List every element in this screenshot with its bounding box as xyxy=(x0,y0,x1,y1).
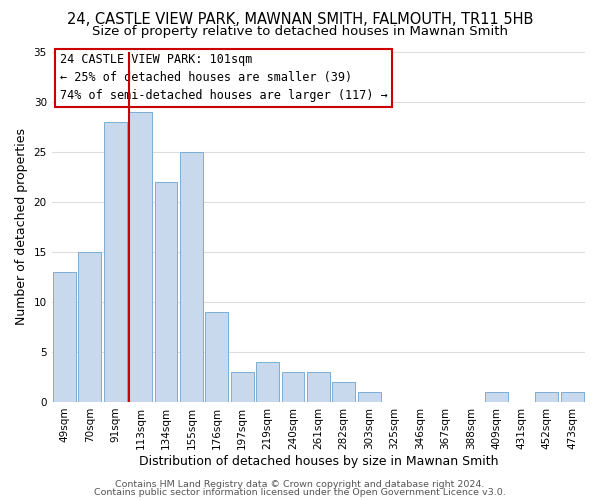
Bar xyxy=(129,112,152,402)
Bar xyxy=(485,392,508,402)
Y-axis label: Number of detached properties: Number of detached properties xyxy=(15,128,28,325)
Text: Contains public sector information licensed under the Open Government Licence v3: Contains public sector information licen… xyxy=(94,488,506,497)
Bar xyxy=(281,372,304,402)
Bar xyxy=(155,182,178,402)
Text: 24 CASTLE VIEW PARK: 101sqm
← 25% of detached houses are smaller (39)
74% of sem: 24 CASTLE VIEW PARK: 101sqm ← 25% of det… xyxy=(59,54,388,102)
Bar xyxy=(358,392,380,402)
Bar xyxy=(79,252,101,402)
Bar xyxy=(53,272,76,402)
Bar xyxy=(104,122,127,402)
Bar xyxy=(332,382,355,402)
Text: Size of property relative to detached houses in Mawnan Smith: Size of property relative to detached ho… xyxy=(92,25,508,38)
Bar xyxy=(307,372,330,402)
Bar xyxy=(561,392,584,402)
Bar xyxy=(535,392,559,402)
Text: Contains HM Land Registry data © Crown copyright and database right 2024.: Contains HM Land Registry data © Crown c… xyxy=(115,480,485,489)
Bar xyxy=(180,152,203,402)
Bar xyxy=(256,362,279,402)
Bar xyxy=(231,372,254,402)
X-axis label: Distribution of detached houses by size in Mawnan Smith: Distribution of detached houses by size … xyxy=(139,454,498,468)
Bar xyxy=(205,312,228,402)
Text: 24, CASTLE VIEW PARK, MAWNAN SMITH, FALMOUTH, TR11 5HB: 24, CASTLE VIEW PARK, MAWNAN SMITH, FALM… xyxy=(67,12,533,28)
